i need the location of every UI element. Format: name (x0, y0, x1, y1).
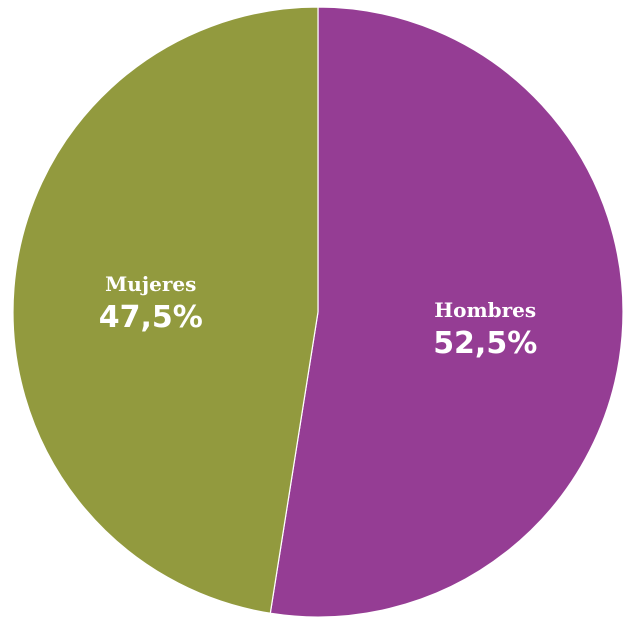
slice-value-hombres: 52,5% (433, 326, 537, 361)
slice-label-hombres: Hombres (434, 298, 536, 322)
slice-label-mujeres: Mujeres (105, 272, 196, 296)
slice-value-mujeres: 47,5% (99, 300, 203, 335)
pie-slice-mujeres (12, 6, 319, 614)
pie-slice-hombres (269, 6, 624, 617)
